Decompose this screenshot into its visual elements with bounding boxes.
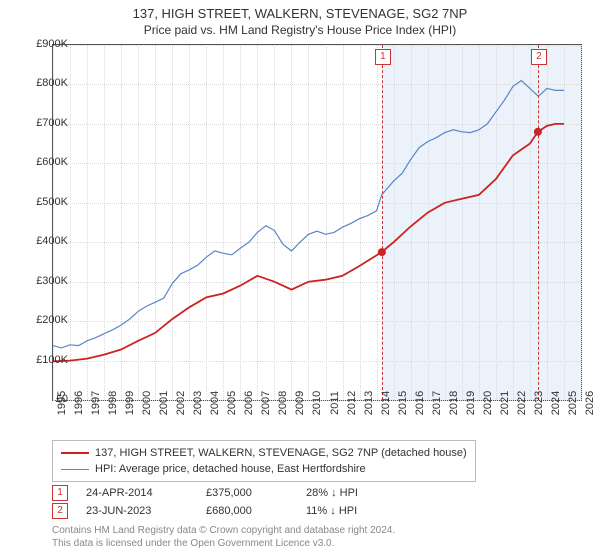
y-tick-label: £900K xyxy=(22,38,68,50)
series-hpi xyxy=(53,81,564,348)
legend: 137, HIGH STREET, WALKERN, STEVENAGE, SG… xyxy=(52,440,476,482)
event-badge: 1 xyxy=(52,485,68,501)
x-tick-label: 2023 xyxy=(533,391,545,415)
events-table: 1 24-APR-2014 £375,000 28% ↓ HPI 2 23-JU… xyxy=(52,484,416,520)
x-tick-label: 2021 xyxy=(499,391,511,415)
x-tick-label: 2014 xyxy=(380,391,392,415)
event-date: 23-JUN-2023 xyxy=(86,505,206,517)
x-tick-label: 2003 xyxy=(192,391,204,415)
event-diff: 28% ↓ HPI xyxy=(306,487,416,499)
footer-line1: Contains HM Land Registry data © Crown c… xyxy=(52,524,395,537)
x-tick-label: 2018 xyxy=(448,391,460,415)
y-tick-label: £300K xyxy=(22,275,68,287)
x-tick-label: 1999 xyxy=(124,391,136,415)
series-price_paid xyxy=(53,124,564,361)
event-price: £680,000 xyxy=(206,505,306,517)
x-tick-label: 2007 xyxy=(260,391,272,415)
x-tick-label: 2006 xyxy=(243,391,255,415)
chart-svg xyxy=(53,45,581,400)
x-tick-label: 2012 xyxy=(346,391,358,415)
y-tick-label: £100K xyxy=(22,354,68,366)
y-tick-label: £700K xyxy=(22,117,68,129)
y-tick-label: £800K xyxy=(22,77,68,89)
legend-label: HPI: Average price, detached house, East… xyxy=(95,461,366,477)
x-tick-label: 1995 xyxy=(56,391,68,415)
x-tick-label: 2009 xyxy=(294,391,306,415)
y-tick-label: £400K xyxy=(22,235,68,247)
event-badge: 2 xyxy=(52,503,68,519)
x-tick-label: 2004 xyxy=(209,391,221,415)
chart-subtitle: Price paid vs. HM Land Registry's House … xyxy=(0,21,600,37)
x-tick-label: 2008 xyxy=(277,391,289,415)
x-tick-label: 2025 xyxy=(567,391,579,415)
y-tick-label: £500K xyxy=(22,196,68,208)
x-tick-label: 2016 xyxy=(414,391,426,415)
chart-container: 137, HIGH STREET, WALKERN, STEVENAGE, SG… xyxy=(0,0,600,560)
x-tick-label: 2015 xyxy=(397,391,409,415)
event-marker-badge: 2 xyxy=(531,49,547,65)
chart-title: 137, HIGH STREET, WALKERN, STEVENAGE, SG… xyxy=(0,0,600,21)
x-tick-label: 2005 xyxy=(226,391,238,415)
event-date: 24-APR-2014 xyxy=(86,487,206,499)
x-tick-label: 2022 xyxy=(516,391,528,415)
x-tick-label: 2000 xyxy=(141,391,153,415)
x-tick-label: 2026 xyxy=(584,391,596,415)
footer: Contains HM Land Registry data © Crown c… xyxy=(52,524,395,550)
x-tick-label: 2010 xyxy=(311,391,323,415)
event-diff: 11% ↓ HPI xyxy=(306,505,416,517)
legend-label: 137, HIGH STREET, WALKERN, STEVENAGE, SG… xyxy=(95,445,467,461)
x-tick-label: 1998 xyxy=(107,391,119,415)
legend-swatch xyxy=(61,469,89,470)
x-tick-label: 2019 xyxy=(465,391,477,415)
y-tick-label: £200K xyxy=(22,314,68,326)
event-marker-badge: 1 xyxy=(375,49,391,65)
x-tick-label: 1996 xyxy=(73,391,85,415)
x-tick-label: 2017 xyxy=(431,391,443,415)
y-tick-label: £600K xyxy=(22,156,68,168)
event-price: £375,000 xyxy=(206,487,306,499)
x-tick-label: 2020 xyxy=(482,391,494,415)
x-tick-label: 2013 xyxy=(363,391,375,415)
event-row: 1 24-APR-2014 £375,000 28% ↓ HPI xyxy=(52,484,416,502)
event-row: 2 23-JUN-2023 £680,000 11% ↓ HPI xyxy=(52,502,416,520)
x-tick-label: 2002 xyxy=(175,391,187,415)
plot-area: 12 xyxy=(52,44,582,401)
legend-item-hpi: HPI: Average price, detached house, East… xyxy=(61,461,467,477)
x-tick-label: 2024 xyxy=(550,391,562,415)
legend-swatch xyxy=(61,452,89,454)
x-tick-label: 2011 xyxy=(329,391,341,415)
legend-item-price-paid: 137, HIGH STREET, WALKERN, STEVENAGE, SG… xyxy=(61,445,467,461)
x-tick-label: 2001 xyxy=(158,391,170,415)
footer-line2: This data is licensed under the Open Gov… xyxy=(52,537,395,550)
x-tick-label: 1997 xyxy=(90,391,102,415)
